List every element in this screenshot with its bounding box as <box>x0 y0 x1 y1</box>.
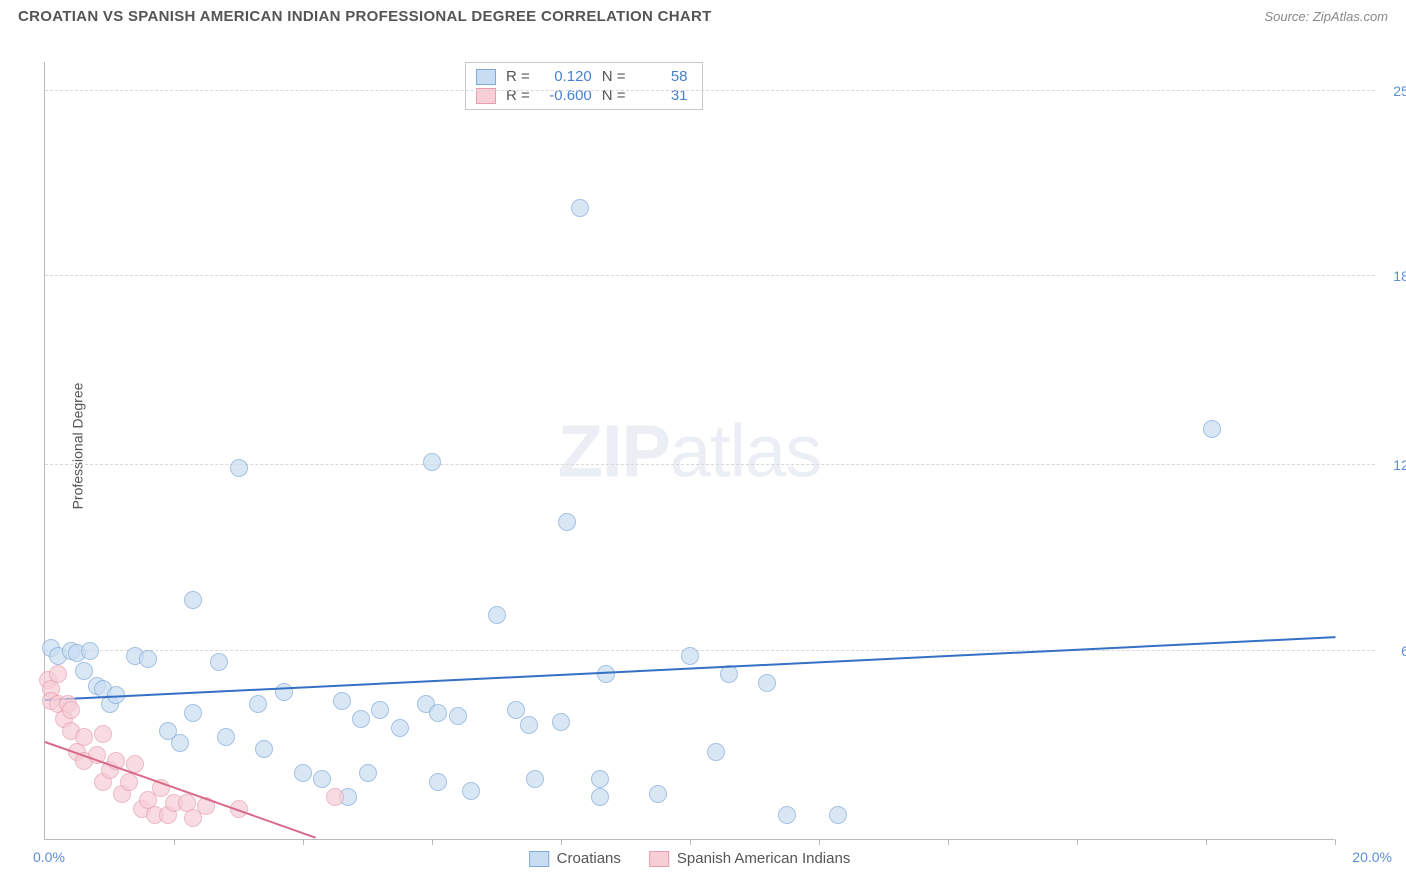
data-point <box>81 642 99 660</box>
data-point <box>488 606 506 624</box>
x-axis-max-label: 20.0% <box>1352 849 1392 865</box>
data-point <box>507 701 525 719</box>
data-point <box>429 704 447 722</box>
data-point <box>423 453 441 471</box>
data-point <box>552 713 570 731</box>
data-point <box>49 665 67 683</box>
trend-line <box>45 741 317 839</box>
correlation-stats-box: R = 0.120 N = 58 R = -0.600 N = 31 <box>465 62 703 110</box>
data-point <box>184 591 202 609</box>
data-point <box>333 692 351 710</box>
x-tick <box>174 839 175 845</box>
data-point <box>520 716 538 734</box>
legend-swatch-series1 <box>529 851 549 867</box>
data-point <box>217 728 235 746</box>
data-point <box>371 701 389 719</box>
data-point <box>255 740 273 758</box>
data-point <box>649 785 667 803</box>
data-point <box>294 764 312 782</box>
stats-row-series2: R = -0.600 N = 31 <box>476 86 688 105</box>
legend-label-series2: Spanish American Indians <box>677 850 850 867</box>
data-point <box>75 728 93 746</box>
data-point <box>462 782 480 800</box>
x-tick <box>1077 839 1078 845</box>
x-tick <box>561 839 562 845</box>
x-tick <box>819 839 820 845</box>
data-point <box>720 665 738 683</box>
swatch-series1 <box>476 69 496 85</box>
data-point <box>597 665 615 683</box>
data-point <box>778 806 796 824</box>
legend-item-series1: Croatians <box>529 850 621 867</box>
data-point <box>591 770 609 788</box>
source-attribution: Source: ZipAtlas.com <box>1264 9 1388 24</box>
x-axis-min-label: 0.0% <box>33 849 65 865</box>
data-point <box>326 788 344 806</box>
trend-line <box>45 637 1335 702</box>
data-point <box>184 704 202 722</box>
data-point <box>429 773 447 791</box>
data-point <box>449 707 467 725</box>
data-point <box>571 199 589 217</box>
watermark: ZIPatlas <box>558 408 821 493</box>
stats-row-series1: R = 0.120 N = 58 <box>476 67 688 86</box>
x-tick <box>690 839 691 845</box>
y-tick-label: 25.0% <box>1393 83 1406 99</box>
y-tick-label: 12.5% <box>1393 457 1406 473</box>
data-point <box>591 788 609 806</box>
data-point <box>707 743 725 761</box>
data-point <box>359 764 377 782</box>
data-point <box>230 459 248 477</box>
data-point <box>829 806 847 824</box>
data-point <box>249 695 267 713</box>
data-point <box>210 653 228 671</box>
x-tick <box>1335 839 1336 845</box>
data-point <box>75 662 93 680</box>
data-point <box>1203 420 1221 438</box>
data-point <box>62 701 80 719</box>
gridline: 25.0% <box>45 90 1375 91</box>
data-point <box>391 719 409 737</box>
data-point <box>681 647 699 665</box>
y-tick-label: 18.8% <box>1393 268 1406 284</box>
legend-swatch-series2 <box>649 851 669 867</box>
x-tick <box>432 839 433 845</box>
scatter-plot-area: ZIPatlas R = 0.120 N = 58 R = -0.600 N =… <box>44 62 1334 840</box>
data-point <box>139 650 157 668</box>
data-point <box>171 734 189 752</box>
x-tick <box>1206 839 1207 845</box>
gridline: 6.3% <box>45 650 1375 651</box>
chart-title: CROATIAN VS SPANISH AMERICAN INDIAN PROF… <box>18 8 712 25</box>
data-point <box>120 773 138 791</box>
gridline: 18.8% <box>45 275 1375 276</box>
data-point <box>352 710 370 728</box>
legend: Croatians Spanish American Indians <box>529 850 851 867</box>
legend-label-series1: Croatians <box>557 850 621 867</box>
x-tick <box>948 839 949 845</box>
data-point <box>758 674 776 692</box>
y-tick-label: 6.3% <box>1401 643 1406 659</box>
legend-item-series2: Spanish American Indians <box>649 850 850 867</box>
x-tick <box>303 839 304 845</box>
data-point <box>558 513 576 531</box>
data-point <box>94 725 112 743</box>
data-point <box>313 770 331 788</box>
data-point <box>526 770 544 788</box>
